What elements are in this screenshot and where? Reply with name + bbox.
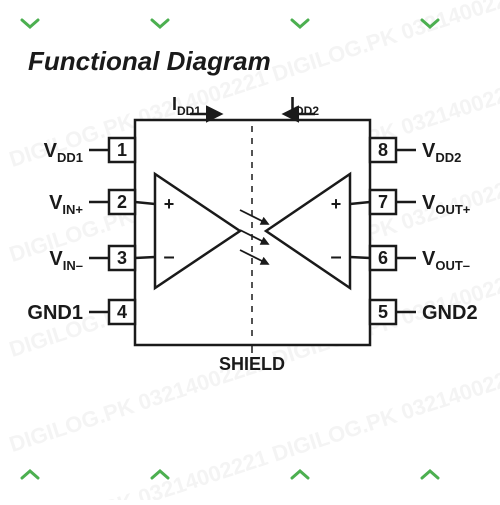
pin-number: 2 (117, 192, 127, 212)
pin-number: 1 (117, 140, 127, 160)
functional-diagram-svg: DIGILOG.PK 03214002221 DIGILOG.PK 032140… (0, 0, 500, 500)
pin-number: 8 (378, 140, 388, 160)
pin-label: GND2 (422, 302, 478, 324)
pin-number: 7 (378, 192, 388, 212)
shield-label: SHIELD (219, 354, 285, 374)
diagram-title: Functional Diagram (28, 46, 271, 76)
pin-number: 6 (378, 248, 388, 268)
pin-number: 3 (117, 248, 127, 268)
pin-number: 4 (117, 302, 127, 322)
current-label: IDD2 (285, 94, 319, 118)
svg-text:–: – (330, 246, 341, 268)
pin-label: VOUT– (422, 248, 470, 273)
pin-label: VIN– (49, 248, 83, 273)
pin-number: 5 (378, 302, 388, 322)
pin-label: VIN+ (49, 192, 83, 217)
pin-label: GND1 (27, 302, 83, 324)
svg-text:–: – (163, 246, 174, 268)
svg-text:+: + (164, 194, 175, 214)
svg-text:+: + (331, 194, 342, 214)
pin-label: VDD2 (422, 140, 461, 165)
